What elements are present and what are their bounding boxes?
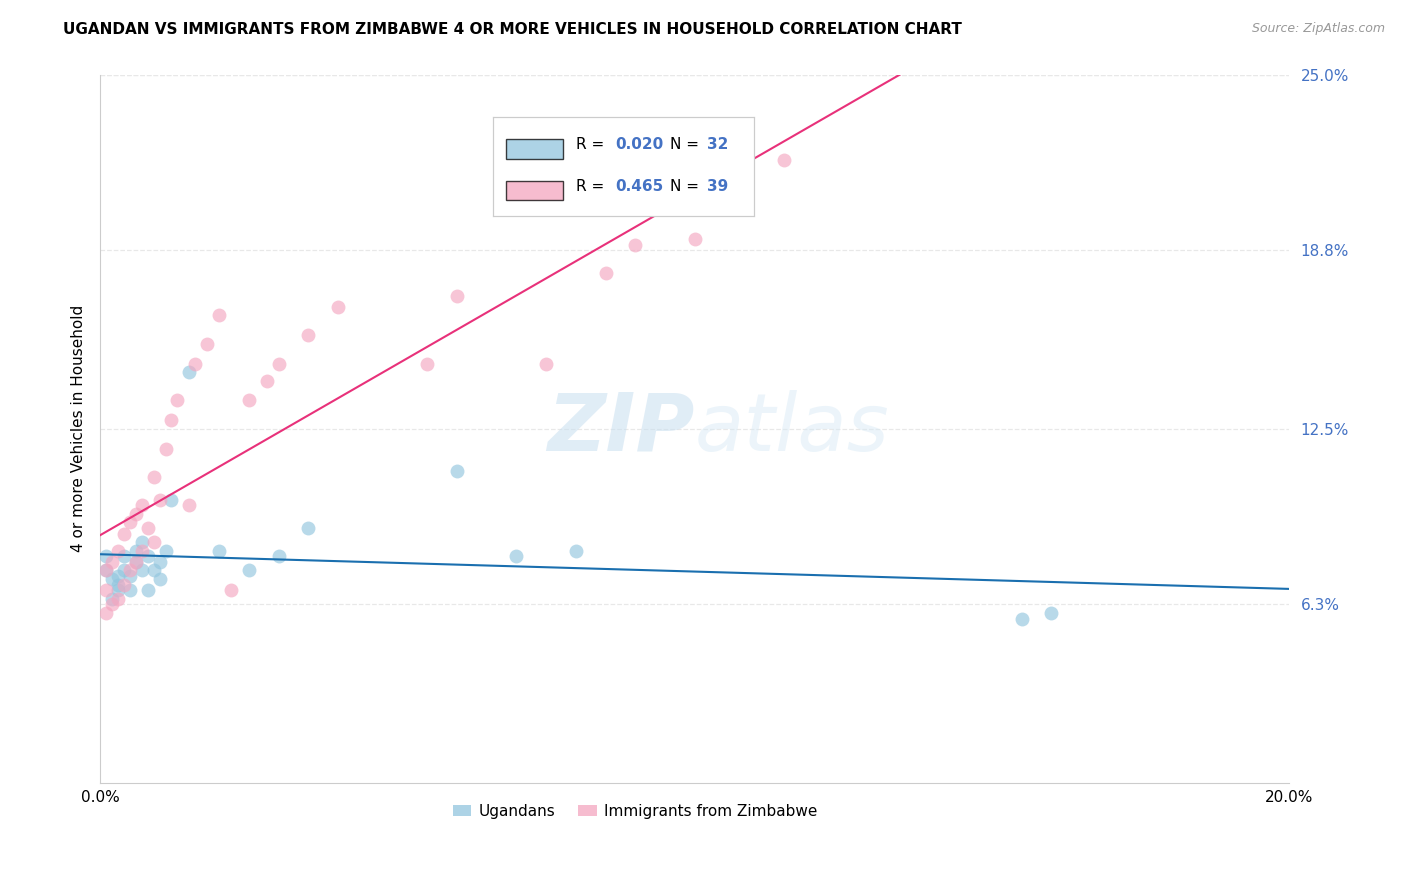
Text: ZIP: ZIP bbox=[547, 390, 695, 467]
Point bbox=[267, 357, 290, 371]
Point bbox=[131, 498, 153, 512]
Point bbox=[118, 564, 141, 578]
Point bbox=[142, 470, 165, 484]
Point bbox=[179, 365, 201, 379]
Y-axis label: 4 or more Vehicles in Household: 4 or more Vehicles in Household bbox=[72, 305, 86, 552]
Point bbox=[107, 543, 129, 558]
Point bbox=[326, 300, 349, 314]
Point bbox=[101, 598, 124, 612]
Point bbox=[112, 526, 135, 541]
Point bbox=[149, 555, 172, 569]
Point bbox=[112, 564, 135, 578]
Point bbox=[107, 577, 129, 591]
Point bbox=[112, 577, 135, 591]
Point bbox=[446, 464, 468, 478]
Point bbox=[94, 564, 117, 578]
Point bbox=[155, 442, 177, 456]
Point bbox=[131, 543, 153, 558]
Point bbox=[505, 549, 527, 564]
Point bbox=[1040, 606, 1063, 620]
Point bbox=[107, 591, 129, 606]
Point bbox=[118, 569, 141, 583]
Text: atlas: atlas bbox=[695, 390, 890, 467]
Point bbox=[112, 549, 135, 564]
Point bbox=[101, 591, 124, 606]
Point bbox=[125, 555, 148, 569]
Point bbox=[208, 543, 231, 558]
Point bbox=[118, 583, 141, 598]
Point bbox=[297, 521, 319, 535]
Point bbox=[107, 569, 129, 583]
Point bbox=[136, 521, 159, 535]
Point bbox=[136, 583, 159, 598]
Point bbox=[155, 543, 177, 558]
Point bbox=[238, 393, 260, 408]
Point bbox=[125, 543, 148, 558]
Point bbox=[125, 507, 148, 521]
Point bbox=[1011, 612, 1033, 626]
Legend: Ugandans, Immigrants from Zimbabwe: Ugandans, Immigrants from Zimbabwe bbox=[447, 797, 824, 825]
Point bbox=[416, 357, 439, 371]
Point bbox=[131, 564, 153, 578]
Point bbox=[94, 549, 117, 564]
Point bbox=[160, 492, 183, 507]
Text: UGANDAN VS IMMIGRANTS FROM ZIMBABWE 4 OR MORE VEHICLES IN HOUSEHOLD CORRELATION : UGANDAN VS IMMIGRANTS FROM ZIMBABWE 4 OR… bbox=[63, 22, 962, 37]
Point bbox=[683, 232, 706, 246]
Point bbox=[107, 583, 129, 598]
Point bbox=[142, 535, 165, 549]
Text: Source: ZipAtlas.com: Source: ZipAtlas.com bbox=[1251, 22, 1385, 36]
Point bbox=[101, 572, 124, 586]
Point bbox=[595, 266, 617, 280]
Point bbox=[534, 357, 557, 371]
Point bbox=[184, 357, 207, 371]
Point bbox=[179, 498, 201, 512]
Point bbox=[94, 606, 117, 620]
Point bbox=[297, 328, 319, 343]
Point bbox=[118, 516, 141, 530]
Point bbox=[94, 564, 117, 578]
Point bbox=[267, 549, 290, 564]
Point bbox=[565, 543, 588, 558]
Point bbox=[160, 413, 183, 427]
Point bbox=[219, 583, 242, 598]
Point bbox=[101, 555, 124, 569]
Point bbox=[149, 572, 172, 586]
Point bbox=[131, 535, 153, 549]
Point bbox=[195, 336, 218, 351]
Point bbox=[773, 153, 796, 167]
Point bbox=[624, 237, 647, 252]
Point bbox=[142, 564, 165, 578]
Point bbox=[208, 309, 231, 323]
Point bbox=[238, 564, 260, 578]
Point bbox=[256, 374, 278, 388]
Point bbox=[94, 583, 117, 598]
Point bbox=[136, 549, 159, 564]
Point bbox=[166, 393, 188, 408]
Point bbox=[446, 288, 468, 302]
Point bbox=[149, 492, 172, 507]
Point bbox=[125, 555, 148, 569]
